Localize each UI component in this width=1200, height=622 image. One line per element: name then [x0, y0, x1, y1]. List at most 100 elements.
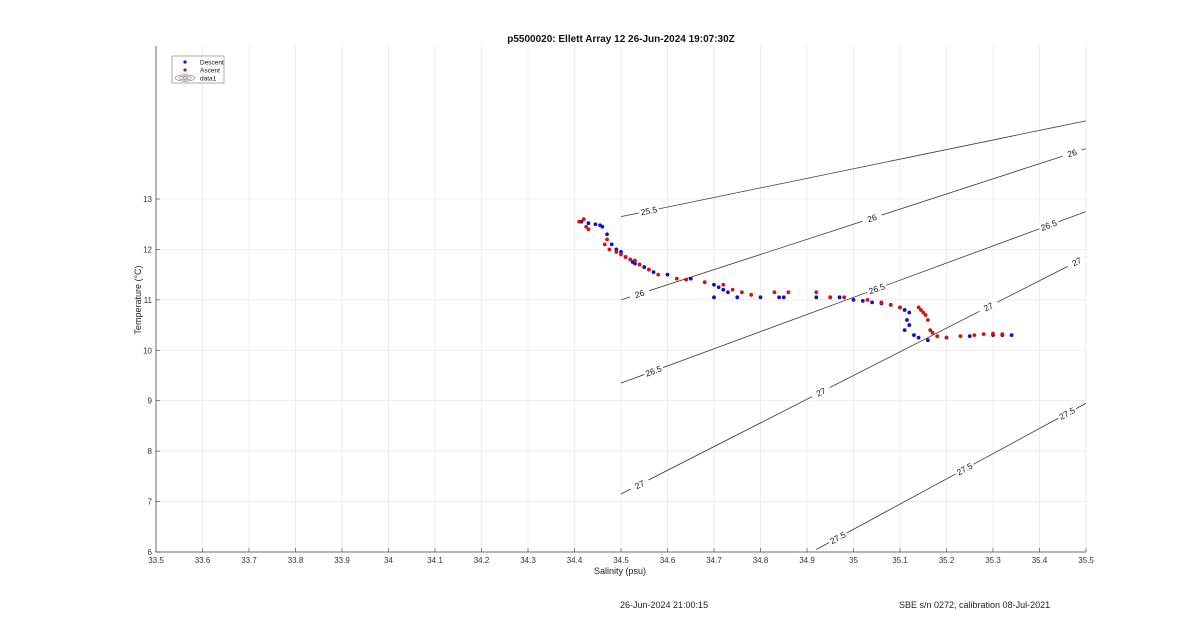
descent-point — [605, 232, 609, 237]
contour-label-bg — [637, 203, 660, 218]
chart-title: p5500020: Ellett Array 12 26-Jun-2024 19… — [507, 34, 735, 45]
series-descent — [579, 219, 1014, 343]
ascent-point — [637, 262, 642, 267]
contour-label-bg — [952, 459, 976, 479]
descent-point — [907, 310, 912, 315]
x-tick-label: 35.2 — [939, 556, 955, 565]
contour-line — [816, 402, 1086, 550]
ascent-point — [928, 328, 933, 333]
x-tick-label: 34.1 — [427, 556, 443, 565]
axes — [155, 46, 1087, 553]
descent-point — [633, 261, 637, 266]
y-tick-label: 7 — [148, 498, 153, 507]
ascent-point — [786, 290, 791, 295]
contour-label-bg — [865, 279, 888, 297]
x-tick-label: 33.7 — [241, 556, 257, 565]
ascent-point — [749, 292, 754, 297]
x-tick-label: 35.5 — [1078, 556, 1094, 565]
y-tick-label: 10 — [143, 346, 152, 355]
x-tick-label: 34.7 — [706, 556, 722, 565]
density-contour-25.5: 25.5 — [620, 120, 1086, 218]
contour-line — [620, 256, 1086, 495]
y-tick-label: 13 — [143, 195, 152, 204]
ascent-point — [935, 334, 940, 339]
descent-point — [912, 333, 916, 338]
x-tick-label: 33.6 — [195, 556, 211, 565]
ascent-point — [888, 303, 893, 307]
legend-label-ascent: Ascent — [200, 67, 220, 74]
legend-marker-descent — [183, 60, 187, 64]
y-tick-label: 12 — [143, 245, 152, 254]
ascent-point — [623, 255, 628, 259]
contour-label-bg — [1055, 403, 1079, 423]
grid — [155, 46, 1087, 553]
x-tick-label: 34.9 — [799, 556, 815, 565]
x-tick-label: 35.3 — [985, 556, 1001, 565]
footer-timestamp: 26-Jun-2024 21:00:15 — [620, 600, 709, 610]
contour-label-bg — [1065, 251, 1088, 271]
ascent-point — [586, 227, 591, 232]
contour-label: 25.5 — [640, 204, 658, 217]
descent-point — [642, 265, 647, 269]
descent-point — [916, 335, 921, 340]
ascent-point — [772, 290, 777, 295]
x-tick-label: 34.2 — [474, 556, 490, 565]
ascent-point — [584, 224, 589, 229]
descent-point — [726, 290, 730, 295]
series-ascent — [577, 217, 1005, 340]
ascent-point — [647, 267, 651, 272]
contour-label-bg — [642, 361, 665, 380]
contour-label-bg — [1037, 216, 1060, 234]
ascent-point — [842, 295, 847, 300]
descent-point — [926, 338, 930, 343]
contour-label: 27 — [982, 300, 995, 313]
contour-line — [620, 120, 1086, 218]
density-contour-27: 27 27 27 27 — [620, 251, 1088, 495]
ascent-point — [930, 330, 935, 335]
descent-point — [586, 221, 591, 226]
data-points — [577, 217, 1014, 343]
ascent-point — [619, 252, 623, 257]
ascent-point — [602, 242, 607, 247]
x-tick-label: 34 — [384, 556, 393, 565]
descent-point — [907, 323, 912, 327]
ascent-point — [944, 335, 949, 340]
ascent-point — [628, 257, 633, 262]
y-tick-label: 11 — [144, 296, 153, 305]
descent-point — [1009, 333, 1014, 338]
x-tick-label: 35.4 — [1032, 556, 1048, 565]
ascent-point — [923, 313, 928, 317]
descent-point — [905, 318, 909, 322]
density-contours: 25.526262626.526.526.52727272727.527.527… — [620, 120, 1088, 550]
descent-point — [716, 285, 721, 290]
descent-point — [688, 276, 693, 281]
contour-label: 27 — [814, 385, 827, 398]
legend-marker-ascent — [183, 68, 187, 72]
ascent-point — [958, 334, 963, 339]
contour-label-bg — [826, 527, 850, 547]
ascent-point — [926, 318, 930, 322]
ascent-point — [702, 280, 707, 285]
tick-labels: 33.5 33.6 33.7 33.8 33.9 34 34.1 34.2 34.3 34.4 34… — [143, 195, 1094, 565]
descent-point — [651, 270, 656, 275]
y-tick-label: 8 — [148, 447, 153, 456]
x-tick-label: 34.3 — [520, 556, 536, 565]
legend-marker-data1 — [174, 74, 196, 82]
ascent-point — [972, 333, 977, 338]
ascent-point — [656, 272, 661, 277]
ascent-point — [740, 290, 744, 295]
contour-label: 27 — [633, 478, 646, 491]
ascent-point — [828, 295, 833, 300]
y-tick-label: 9 — [148, 397, 153, 406]
contour-label-bg — [627, 474, 651, 494]
contour-label: 26 — [634, 288, 646, 301]
descent-point — [781, 295, 786, 300]
descent-point — [758, 295, 763, 300]
descent-point — [777, 295, 781, 300]
legend-box — [171, 55, 225, 84]
descent-point — [902, 328, 907, 333]
descent-point — [721, 287, 726, 292]
contour-label: 26 — [1066, 147, 1078, 160]
ascent-point — [865, 297, 870, 302]
